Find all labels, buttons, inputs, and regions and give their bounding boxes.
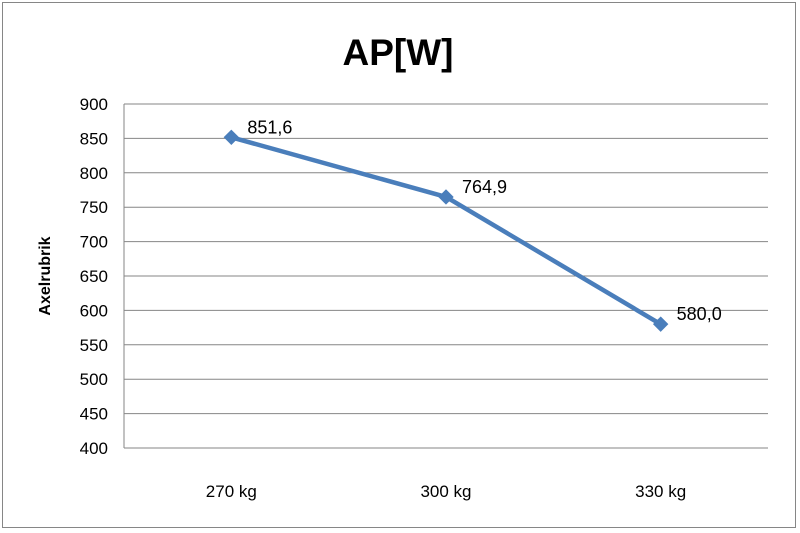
data-label: 580,0 xyxy=(677,304,722,324)
y-tick-labels: 400 450 500 550 600 650 700 750 800 850 900 xyxy=(80,95,108,458)
data-labels: 851,6 764,9 580,0 xyxy=(247,117,721,324)
x-tick-labels: 270 kg 300 kg 330 kg xyxy=(206,482,686,501)
data-label: 851,6 xyxy=(247,117,292,137)
data-point-marker xyxy=(223,129,240,146)
gridlines xyxy=(123,103,768,449)
chart-frame xyxy=(2,2,796,528)
data-label: 764,9 xyxy=(462,177,507,197)
y-tick-label: 850 xyxy=(80,129,108,148)
x-tick-label: 300 kg xyxy=(420,482,471,501)
data-point-marker xyxy=(652,316,669,332)
y-tick-label: 500 xyxy=(80,370,108,389)
y-tick-label: 450 xyxy=(80,405,108,424)
y-axis-label: Axelrubrik xyxy=(37,236,54,315)
chart-title: AP[W] xyxy=(343,32,454,73)
x-tick-label: 330 kg xyxy=(635,482,686,501)
y-tick-label: 750 xyxy=(80,198,108,217)
y-tick-label: 800 xyxy=(80,164,108,183)
y-tick-label: 600 xyxy=(80,301,108,320)
y-tick-label: 650 xyxy=(80,267,108,286)
series-path xyxy=(230,135,662,327)
y-tick-label: 700 xyxy=(80,233,108,252)
y-tick-label: 550 xyxy=(80,336,108,355)
x-tick-label: 270 kg xyxy=(206,482,257,501)
series-line xyxy=(223,129,669,332)
y-tick-label: 900 xyxy=(80,95,108,114)
y-tick-label: 400 xyxy=(80,439,108,458)
data-point-marker xyxy=(438,189,454,205)
